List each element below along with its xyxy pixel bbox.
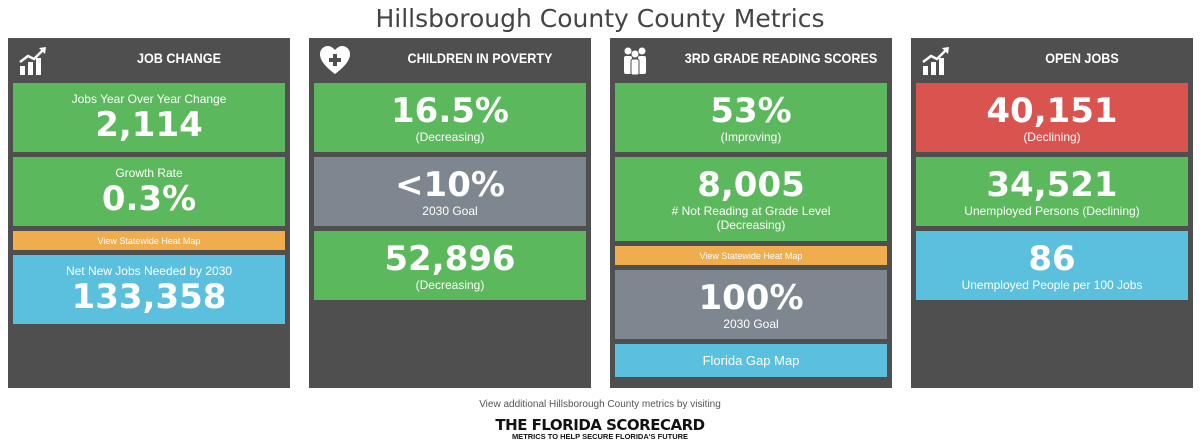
open-jobs-card: 40,151 (Declining) <box>916 83 1188 152</box>
card-sub: Unemployed People per 100 Jobs <box>961 277 1143 292</box>
panel-job-change: JOB CHANGE Jobs Year Over Year Change 2,1… <box>8 38 290 388</box>
card-value: 133,358 <box>71 276 227 317</box>
card-sub: (Declining) <box>1023 129 1081 144</box>
card-value: 16.5% <box>391 90 509 131</box>
heart-plus-icon <box>320 46 350 74</box>
poverty-rate-card: 16.5% (Decreasing) <box>314 83 586 152</box>
reading-goal-card: 100% 2030 Goal <box>615 270 887 339</box>
florida-scorecard-logo[interactable]: THE FLORIDA SCORECARD METRICS TO HELP SE… <box>0 416 1200 441</box>
growth-chart-icon <box>19 47 46 75</box>
card-sub: (Decreasing) <box>415 277 485 292</box>
card-value: 100% <box>698 277 804 318</box>
not-reading-card: 8,005 # Not Reading at Grade Level (Decrea… <box>615 157 887 241</box>
net-new-jobs-card: Net New Jobs Needed by 2030 133,358 <box>13 255 285 324</box>
growth-rate-card: Growth Rate 0.3% <box>13 157 285 226</box>
card-value: 0.3% <box>101 178 197 219</box>
footer-text: View additional Hillsborough County metr… <box>479 399 721 410</box>
card-value: 86 <box>1028 238 1076 279</box>
card-label: Growth Rate <box>115 165 183 180</box>
logo-title: THE FLORIDA SCORECARD <box>495 416 705 434</box>
logo-tagline: METRICS TO HELP SECURE FLORIDA'S FUTURE <box>511 432 689 441</box>
panel-title: CHILDREN IN POVERTY <box>407 50 553 66</box>
panel-title: JOB CHANGE <box>136 50 222 66</box>
card-sub: 2030 Goal <box>422 203 478 218</box>
card-value: 52,896 <box>384 238 516 279</box>
card-sub: (Decreasing) <box>716 218 786 232</box>
card-sub: # Not Reading at Grade Level <box>671 204 831 218</box>
panel-title: OPEN JOBS <box>1045 50 1119 66</box>
reading-score-card: 53% (Improving) <box>615 83 887 152</box>
card-sub: (Improving) <box>720 129 782 144</box>
card-value: 40,151 <box>986 90 1118 131</box>
card-value: <10% <box>395 164 505 205</box>
panel-reading-scores: 3RD GRADE READING SCORES 53% (Improving) … <box>610 38 892 388</box>
growth-chart-icon <box>922 47 949 75</box>
page-title: Hillsborough County County Metrics <box>375 4 825 33</box>
poverty-count-card: 52,896 (Decreasing) <box>314 231 586 300</box>
jobs-yoy-card: Jobs Year Over Year Change 2,114 <box>13 83 285 152</box>
people-icon <box>624 47 646 76</box>
unemployed-ratio-card: 86 Unemployed People per 100 Jobs <box>916 231 1188 300</box>
card-label: Net New Jobs Needed by 2030 <box>65 263 233 278</box>
card-label: Jobs Year Over Year Change <box>71 91 227 106</box>
unemployed-card: 34,521 Unemployed Persons (Declining) <box>916 157 1188 226</box>
heat-map-button[interactable]: View Statewide Heat Map <box>13 231 285 250</box>
card-sub: Unemployed Persons (Declining) <box>964 203 1140 218</box>
panel-open-jobs: OPEN JOBS 40,151 (Declining) 34,521 Unempl… <box>911 38 1193 388</box>
panel-children-poverty: CHILDREN IN POVERTY 16.5% (Decreasing) <1… <box>309 38 591 388</box>
card-value: 2,114 <box>95 104 203 145</box>
card-value: 34,521 <box>986 164 1118 205</box>
card-sub: 2030 Goal <box>723 316 779 331</box>
panel-title: 3RD GRADE READING SCORES <box>684 50 878 66</box>
gap-map-button[interactable]: Florida Gap Map <box>615 344 887 377</box>
card-sub: (Decreasing) <box>415 129 485 144</box>
card-value: 8,005 <box>697 165 805 205</box>
heat-map-button[interactable]: View Statewide Heat Map <box>615 246 887 265</box>
card-value: 53% <box>710 90 792 131</box>
poverty-goal-card: <10% 2030 Goal <box>314 157 586 226</box>
